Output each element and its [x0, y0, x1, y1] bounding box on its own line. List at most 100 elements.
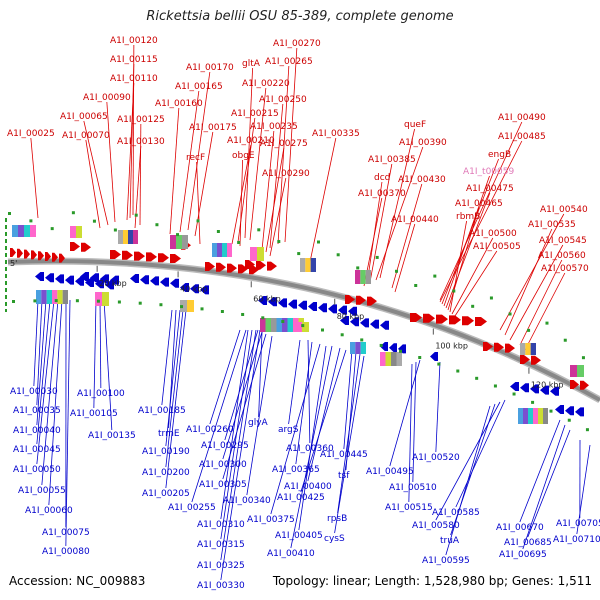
reverse-gene-arrow	[150, 276, 159, 286]
reverse-gene-arrow	[510, 382, 519, 391]
track-marker	[50, 227, 54, 231]
reverse-gene-arrow	[110, 275, 119, 285]
gene-features	[8, 211, 589, 432]
feature-block	[528, 408, 533, 424]
leader-line	[307, 339, 311, 444]
leader-line	[455, 399, 506, 508]
track-marker	[433, 274, 437, 278]
leader-line	[191, 329, 247, 503]
reverse-gene-label: A1I_00295	[201, 441, 249, 451]
track-marker	[475, 376, 479, 380]
feature-block	[102, 292, 109, 306]
reverse-gene-arrow	[348, 306, 357, 316]
forward-gene-label: A1I_00120	[110, 36, 158, 46]
forward-gene-arrow	[227, 263, 237, 273]
reverse-gene-label: rpsB	[327, 514, 347, 524]
feature-block	[62, 290, 68, 304]
track-marker	[138, 301, 142, 305]
forward-gene-arrow	[410, 313, 422, 322]
reverse-gene-label: A1I_00050	[13, 465, 61, 475]
reverse-gene-label: A1I_00190	[142, 447, 190, 457]
origin-label: 5'	[10, 259, 17, 268]
feature-block	[187, 300, 194, 312]
track-marker	[241, 312, 245, 316]
track-marker	[237, 240, 241, 244]
forward-gene-arrow	[81, 242, 91, 252]
reverse-gene-arrow	[90, 273, 99, 283]
track-marker	[399, 349, 403, 353]
track-marker	[54, 299, 58, 303]
reverse-gene-label: cysS	[324, 534, 345, 544]
reverse-gene-label: tsf	[338, 471, 350, 481]
forward-gene-label: A1I_00570	[541, 264, 589, 274]
reverse-gene-label: A1I_00585	[432, 508, 480, 518]
track-marker	[71, 211, 75, 215]
feature-block	[538, 408, 543, 424]
leader-line	[36, 299, 43, 406]
forward-gene-label: obgE	[232, 151, 255, 161]
reverse-gene-arrow	[540, 385, 549, 395]
forward-gene-label: A1I_00490	[498, 113, 546, 123]
reverse-gene-label: A1I_00510	[389, 483, 437, 493]
track-marker	[159, 303, 163, 307]
reverse-gene-arrow	[338, 305, 347, 315]
forward-gene-label: A1I_00540	[540, 205, 588, 215]
track-marker	[356, 266, 360, 270]
reverse-gene-arrow	[530, 384, 539, 394]
leader-line	[277, 65, 290, 245]
leader-line	[48, 299, 63, 506]
reverse-gene-arrow	[278, 298, 287, 308]
feature-block	[355, 270, 361, 284]
reverse-gene-label: trmE	[158, 429, 180, 439]
forward-gene-label: rbmB	[456, 212, 480, 222]
feature-block	[360, 270, 366, 284]
track-marker	[29, 219, 33, 223]
leader-line	[504, 228, 553, 336]
track-marker	[567, 418, 571, 422]
track-marker	[200, 307, 204, 311]
feature-block	[385, 352, 391, 366]
leader-line	[454, 250, 498, 317]
scale-tick-label: 40 kbp	[180, 284, 208, 293]
reverse-gene-arrow	[328, 304, 337, 314]
feature-block	[577, 365, 584, 377]
reverse-gene-label: glyA	[248, 418, 269, 428]
feature-block	[57, 290, 63, 304]
track-marker	[336, 253, 340, 257]
reverse-gene-arrow	[555, 405, 564, 414]
forward-gene-label: A1I_00250	[259, 95, 307, 105]
leader-line	[165, 309, 181, 447]
feature-block	[133, 230, 138, 244]
reverse-gene-label: A1I_00260	[186, 425, 234, 435]
forward-gene-arrow	[24, 249, 30, 259]
forward-gene-arrow	[267, 261, 277, 271]
feature-block	[12, 225, 18, 237]
track-marker	[301, 324, 305, 328]
leader-line	[519, 419, 561, 523]
reverse-gene-label: A1I_00375	[247, 515, 295, 525]
track-marker	[512, 392, 516, 396]
forward-gene-arrow	[170, 254, 181, 263]
leader-line	[165, 309, 187, 489]
track-marker	[321, 328, 324, 332]
reverse-gene-label: argS	[278, 425, 299, 435]
feature-block	[222, 243, 227, 257]
reverse-gene-label: A1I_00710	[553, 535, 600, 545]
reverse-gene-label: A1I_00330	[197, 581, 245, 591]
reverse-gene-label: A1I_00030	[10, 387, 58, 397]
track-marker	[471, 304, 475, 308]
forward-gene-label: queF	[404, 120, 426, 130]
reverse-gene-arrow	[85, 278, 94, 287]
feature-block	[520, 343, 526, 355]
track-marker	[379, 343, 383, 347]
track-marker	[75, 299, 79, 303]
leader-line	[343, 349, 353, 450]
leader-line	[139, 123, 142, 226]
forward-gene-label: A1I_00485	[498, 132, 546, 142]
forward-gene-arrow	[367, 296, 377, 306]
reverse-gene-arrow	[140, 275, 149, 285]
leader-line	[36, 299, 47, 426]
track-marker	[508, 312, 512, 316]
feature-block	[250, 247, 257, 261]
track-marker	[414, 284, 418, 287]
